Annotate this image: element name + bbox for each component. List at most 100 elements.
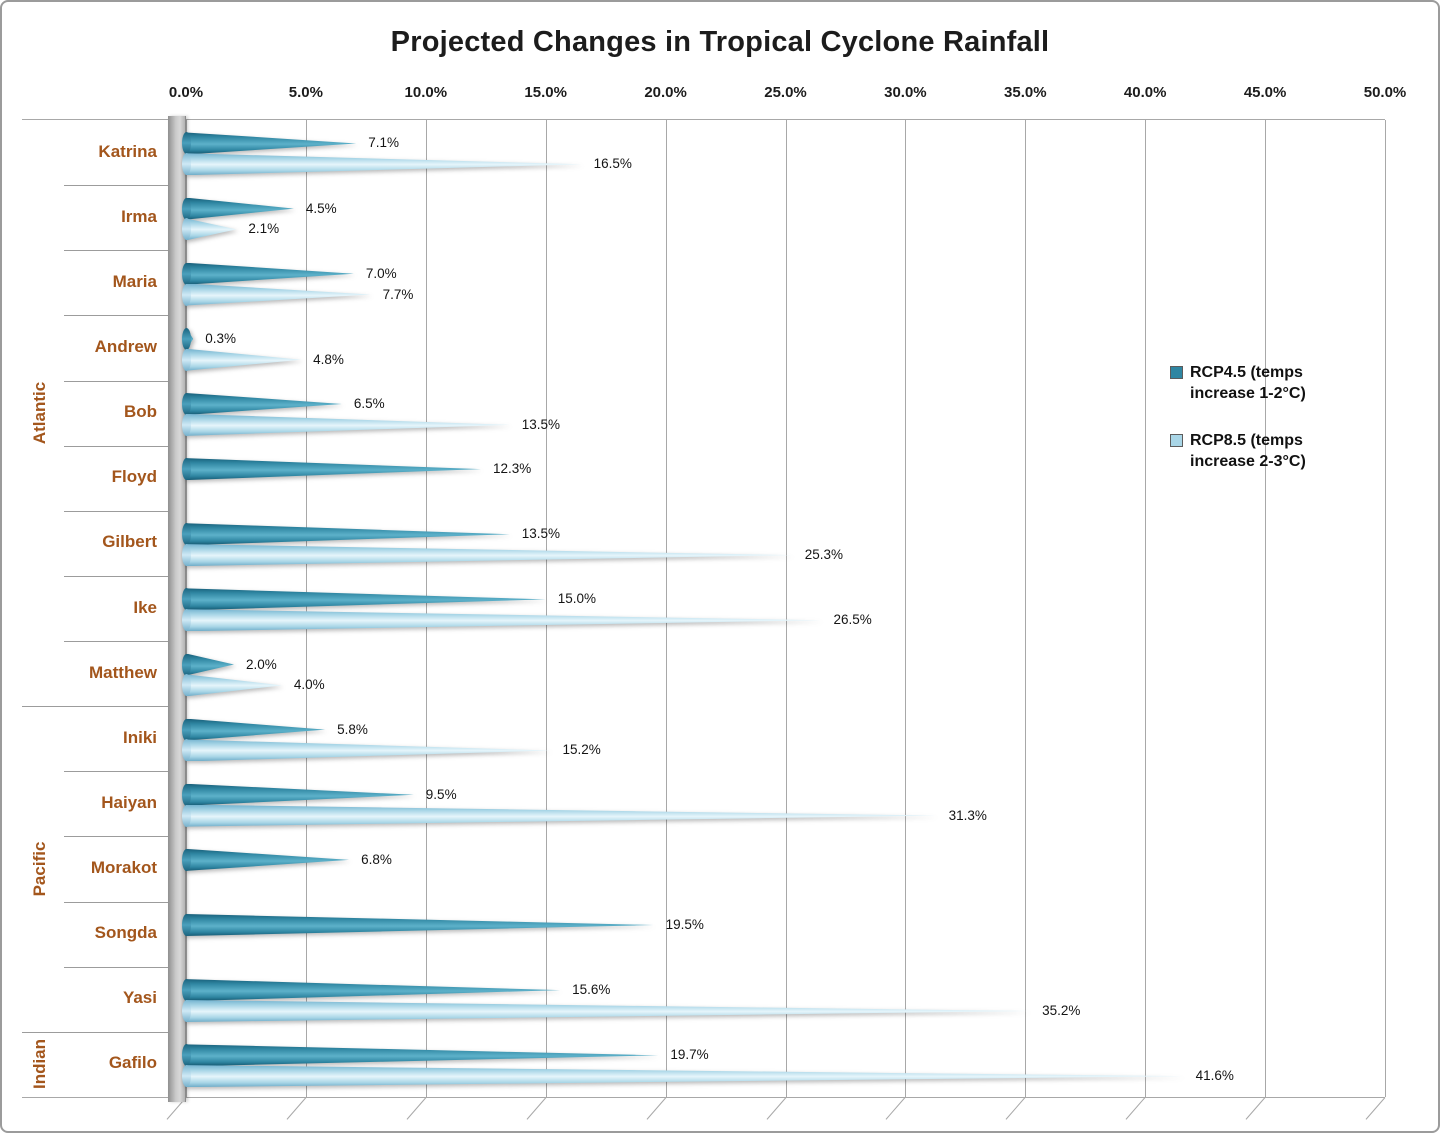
bar-rcp45-gafilo <box>182 1044 659 1067</box>
row-separator <box>64 315 168 316</box>
bar-rcp45-irma <box>182 197 294 220</box>
bar-cone-shape <box>186 458 481 481</box>
x-axis-tick-label: 20.0% <box>644 84 687 101</box>
category-label-morakot: Morakot <box>90 858 157 878</box>
data-label: 7.7% <box>382 286 414 302</box>
data-label: 6.8% <box>361 851 392 867</box>
bar-rcp45-ike <box>182 588 546 611</box>
basin-label-indian: Indian <box>30 1039 49 1090</box>
category-label-irma: Irma <box>121 206 157 226</box>
row-separator <box>64 446 168 447</box>
bar-cone-shape <box>186 653 234 676</box>
bar-cone-shape <box>186 544 793 567</box>
row-separator <box>64 641 168 642</box>
legend-label-line: RCP4.5 (temps <box>1190 364 1303 381</box>
bar-cone-shape <box>186 1065 1184 1088</box>
bar-base-cap <box>182 392 191 415</box>
bar-rcp45-katrina <box>182 132 357 155</box>
data-label: 12.3% <box>492 461 532 477</box>
bar-base-cap <box>182 413 191 436</box>
bar-rcp45-bob <box>182 392 342 415</box>
bar-base-cap <box>182 653 191 676</box>
bar-cone-shape <box>186 609 822 632</box>
bar-cone-shape <box>186 348 302 371</box>
data-label: 4.8% <box>313 351 344 367</box>
bar-base-cap <box>182 218 191 241</box>
legend-entry-rcp85: RCP8.5 (temps increase 2-3°C) <box>1170 430 1306 472</box>
bar-rcp85-ike <box>182 609 822 632</box>
bar-base-cap <box>182 588 191 611</box>
bar-cone-shape <box>186 739 551 762</box>
data-label: 5.8% <box>337 721 368 737</box>
bar-cone-shape <box>186 718 326 741</box>
basin-label-atlantic: Atlantic <box>30 381 49 445</box>
category-label-iniki: Iniki <box>122 727 157 747</box>
bar-rcp85-gafilo <box>182 1065 1184 1088</box>
data-label: 4.0% <box>293 677 325 693</box>
bar-rcp45-maria <box>182 262 354 285</box>
bar-base-cap <box>182 848 191 871</box>
bar-base-cap <box>182 283 191 306</box>
gridline <box>425 120 427 1097</box>
bar-cone-shape <box>186 588 546 611</box>
row-separator <box>64 381 168 382</box>
bar-base-cap <box>182 783 191 806</box>
x-axis-line <box>168 119 1385 120</box>
legend-entry-rcp45: RCP4.5 (temps increase 1-2°C) <box>1170 362 1306 404</box>
category-label-katrina: Katrina <box>98 141 157 161</box>
data-label: 35.2% <box>1042 1003 1081 1019</box>
bar-base-cap <box>182 1065 191 1088</box>
bar-cone-shape <box>186 197 294 220</box>
data-label: 25.3% <box>804 547 843 563</box>
bar-base-cap <box>182 458 191 481</box>
basin-label-pacific: Pacific <box>30 841 49 897</box>
x-axis-tick-label: 45.0% <box>1243 84 1287 101</box>
legend-label: RCP8.5 (temps increase 2-3°C) <box>1190 430 1306 472</box>
bar-base-cap <box>182 718 191 741</box>
bar-rcp45-morakot <box>182 848 350 871</box>
x-axis-tick-label: 35.0% <box>1004 84 1047 101</box>
axis-depth-tick <box>646 1097 666 1120</box>
axis-depth-tick <box>1125 1097 1146 1120</box>
row-separator <box>64 185 168 186</box>
bar-rcp85-irma <box>182 218 237 241</box>
legend-label-line: increase 2-3°C) <box>1190 453 1306 470</box>
axis-depth-tick <box>526 1097 547 1120</box>
data-label: 4.5% <box>305 200 337 216</box>
category-label-matthew: Matthew <box>89 662 157 682</box>
bar-rcp45-haiyan <box>182 783 414 806</box>
axis-depth-tick <box>1365 1097 1386 1120</box>
bar-cone-shape <box>186 674 282 697</box>
bar-base-cap <box>182 1000 191 1023</box>
data-label: 0.3% <box>205 330 236 346</box>
axis-depth-tick <box>286 1097 307 1120</box>
bar-rcp45-andrew <box>182 327 194 350</box>
gridline <box>1265 120 1267 1097</box>
data-label: 15.0% <box>557 591 596 607</box>
axis-depth-tick <box>766 1097 786 1120</box>
bar-cone-shape <box>186 262 354 285</box>
gridline <box>1025 120 1027 1097</box>
bar-rcp45-floyd <box>182 458 481 481</box>
bar-cone-shape <box>186 804 937 827</box>
bar-cone-shape <box>186 1044 659 1067</box>
row-separator <box>64 511 168 512</box>
bar-base-cap <box>182 914 191 937</box>
category-label-ike: Ike <box>133 597 157 617</box>
legend-label-line: increase 1-2°C) <box>1190 385 1306 402</box>
row-separator <box>64 836 168 837</box>
bar-base-cap <box>182 348 191 371</box>
axis-depth-tick <box>885 1097 906 1120</box>
row-separator <box>64 250 168 251</box>
bar-cone-shape <box>186 392 342 415</box>
bar-base-cap <box>182 153 191 176</box>
x-axis-tick-label: 5.0% <box>288 84 323 101</box>
bar-cone-shape <box>186 783 414 806</box>
category-label-andrew: Andrew <box>94 336 157 356</box>
data-label: 7.0% <box>365 265 397 281</box>
data-label: 41.6% <box>1195 1068 1234 1084</box>
bar-rcp45-gilbert <box>182 523 510 546</box>
bar-rcp85-matthew <box>182 674 282 697</box>
bar-cone-shape <box>186 283 371 306</box>
x-axis-tick-label: 30.0% <box>884 84 927 101</box>
